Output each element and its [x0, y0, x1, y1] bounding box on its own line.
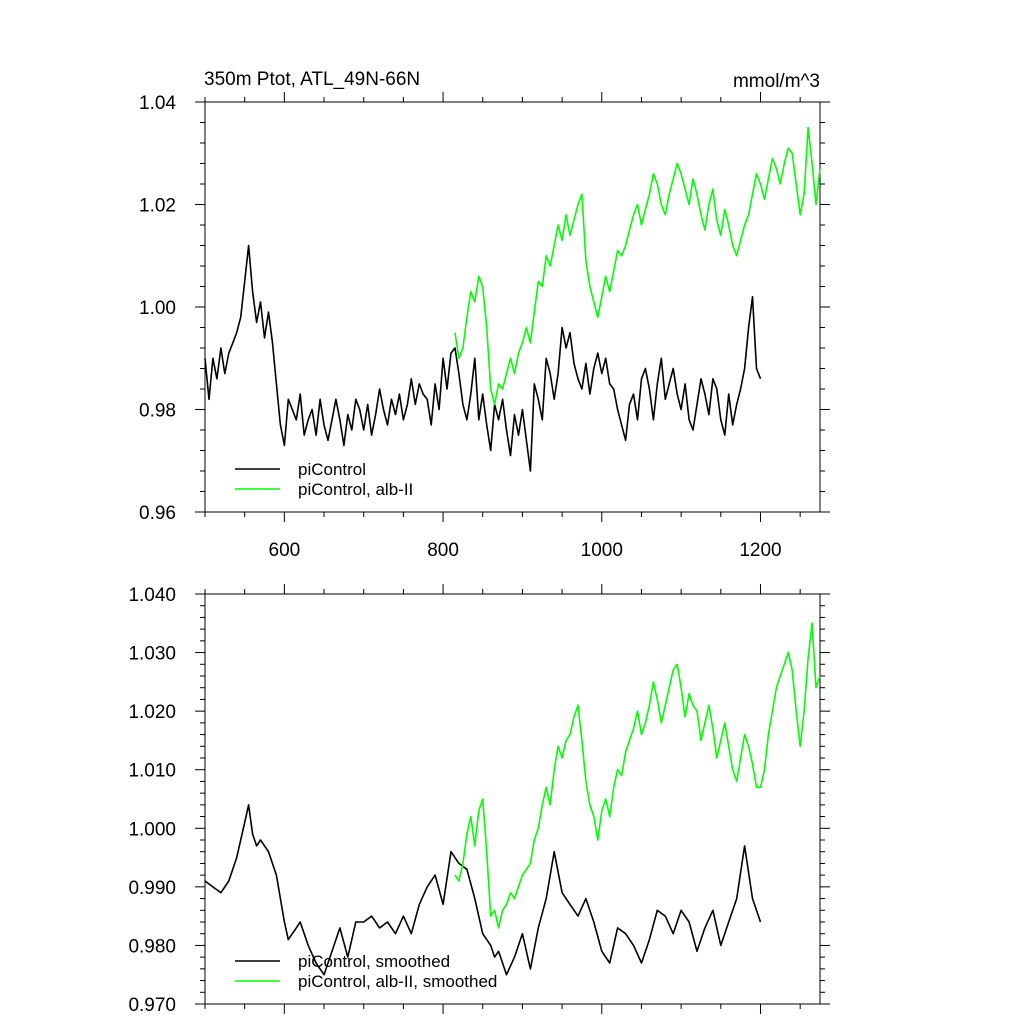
x-tick-label: 1000: [581, 540, 623, 561]
y-tick-label: 0.98: [139, 401, 176, 422]
x-tick-label: 600: [269, 540, 301, 561]
top-panel: 600 800 1000 1200 0.96 0.98 1.00 1.02 1.04 piCont…: [139, 92, 830, 561]
y-tick-label: 1.04: [139, 93, 176, 114]
y-tick-label: 1.010: [128, 761, 176, 782]
series-line-0: [204, 244, 762, 472]
plot-frame: [204, 101, 821, 513]
y-tick-label: 0.970: [128, 995, 176, 1016]
y-tick-label: 0.96: [139, 503, 176, 524]
legend-label: piControl, smoothed: [298, 952, 450, 971]
series-line-1: [454, 126, 821, 406]
x-tick-label: 1200: [739, 540, 781, 561]
y-tick-label: 1.020: [128, 702, 176, 723]
legend-label: piControl: [298, 460, 366, 479]
bottom-panel: 0.970 0.980 0.990 1.000 1.010 1.020 1.030 1.040…: [128, 584, 830, 1016]
x-tick-label: 800: [427, 540, 459, 561]
y-tick-label: 1.030: [128, 644, 176, 665]
chart-title: 350m Ptot, ATL_49N-66N: [204, 69, 420, 90]
y-tick-label: 1.040: [128, 585, 176, 606]
y-tick-label: 1.000: [128, 819, 176, 840]
series-line-1: [454, 622, 821, 929]
units-label: mmol/m^3: [733, 71, 820, 92]
plot-frame: [204, 593, 821, 1005]
y-tick-label: 0.980: [128, 936, 176, 957]
series-line-0: [204, 804, 762, 976]
legend-label: piControl, alb-II, smoothed: [298, 972, 497, 991]
legend-label: piControl, alb-II: [298, 480, 413, 499]
y-tick-label: 1.02: [139, 196, 176, 217]
y-tick-label: 1.00: [139, 298, 176, 319]
y-tick-label: 0.990: [128, 878, 176, 899]
